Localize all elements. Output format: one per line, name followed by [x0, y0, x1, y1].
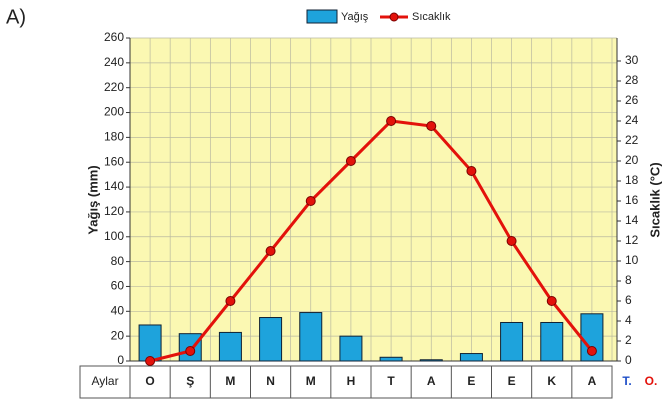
line-marker — [265, 246, 276, 256]
plot-area — [130, 38, 617, 361]
y2-tick-label: 28 — [625, 73, 639, 87]
y-tick-label: 0 — [117, 353, 124, 367]
y2-tick-label: 30 — [625, 53, 639, 67]
line-marker — [386, 116, 397, 126]
y-tick-label: 240 — [104, 55, 124, 69]
y-tick-label: 180 — [104, 130, 124, 144]
bar — [459, 353, 483, 362]
month-table — [79, 365, 613, 399]
x-tick-label: E — [467, 374, 475, 388]
bar — [379, 356, 403, 362]
legend-label: Sıcaklık — [412, 11, 451, 23]
panel-label: A) — [6, 6, 26, 28]
line-marker — [345, 156, 356, 166]
y-tick-label: 200 — [104, 105, 124, 119]
x-tick-label: O — [145, 374, 154, 388]
y-tick-label: 140 — [104, 179, 124, 193]
y2-tick-label: 14 — [625, 213, 639, 227]
y2-tick-label: 8 — [625, 273, 632, 287]
y2-tick-label: 16 — [625, 193, 639, 207]
legend-label: Yağış — [341, 11, 369, 23]
bar — [419, 359, 443, 362]
y2-axis-label: Sıcaklık (°C) — [647, 162, 662, 237]
footer-label: O. — [645, 374, 658, 388]
y2-tick-label: 20 — [625, 153, 639, 167]
y-tick-label: 120 — [104, 204, 124, 218]
y-tick-label: 40 — [111, 303, 125, 317]
line-marker — [426, 121, 437, 131]
y2-tick-label: 2 — [625, 333, 632, 347]
y-tick-label: 160 — [104, 154, 124, 168]
bar — [138, 324, 162, 362]
line-marker — [506, 236, 517, 246]
y-tick-label: 260 — [104, 30, 124, 44]
line — [149, 119, 594, 363]
y-tick-label: 60 — [111, 279, 125, 293]
x-tick-label: K — [547, 374, 556, 388]
y2-tick-label: 0 — [625, 353, 632, 367]
x-tick-label: Ş — [186, 374, 194, 388]
footer-label: T. — [622, 374, 631, 388]
x-tick-label: H — [347, 374, 356, 388]
y2-tick-label: 18 — [625, 173, 639, 187]
legend-swatch — [306, 9, 338, 24]
x-tick-label: M — [306, 374, 316, 388]
y2-tick-label: 10 — [625, 253, 639, 267]
y2-tick-label: 12 — [625, 233, 639, 247]
line-marker — [305, 196, 316, 206]
x-tick-label: T — [387, 374, 395, 388]
line-marker — [145, 356, 156, 366]
y2-tick-label: 26 — [625, 93, 639, 107]
x-axis-label: Aylar — [91, 374, 118, 388]
y-tick-label: 100 — [104, 229, 124, 243]
line-marker — [225, 296, 236, 306]
y-axis-label: Yağış (mm) — [85, 165, 100, 234]
bar — [339, 335, 363, 362]
y2-tick-label: 4 — [625, 313, 632, 327]
line-marker — [546, 296, 557, 306]
bar — [218, 331, 242, 362]
x-tick-label: E — [508, 374, 516, 388]
y-tick-label: 220 — [104, 80, 124, 94]
x-tick-label: A — [427, 374, 436, 388]
x-tick-label: A — [588, 374, 597, 388]
bar — [299, 312, 323, 362]
bar — [540, 321, 564, 362]
bar — [259, 317, 283, 362]
x-tick-label: M — [225, 374, 235, 388]
line-marker — [466, 166, 477, 176]
y-tick-label: 20 — [111, 328, 125, 342]
legend-swatch — [389, 12, 399, 22]
y2-tick-label: 6 — [625, 293, 632, 307]
y2-tick-label: 24 — [625, 113, 639, 127]
x-tick-label: N — [266, 374, 275, 388]
line-marker — [185, 346, 196, 356]
line-marker — [586, 346, 597, 356]
y-tick-label: 80 — [111, 254, 125, 268]
y2-tick-label: 22 — [625, 133, 639, 147]
bar — [500, 321, 524, 362]
